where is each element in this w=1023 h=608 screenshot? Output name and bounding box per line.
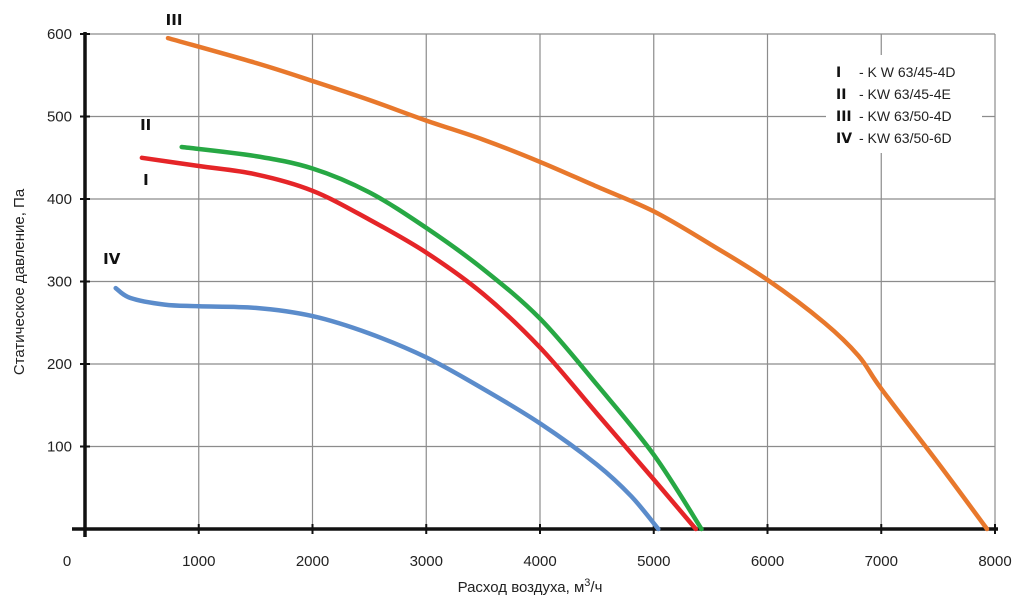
series-lines (113, 35, 990, 532)
series-tag-III: III (166, 11, 183, 29)
y-tick-label: 200 (47, 356, 72, 373)
y-tick-label: 400 (47, 191, 72, 208)
x-tick-label: 7000 (865, 553, 898, 570)
legend-label-III: - KW 63/50-4D (859, 108, 952, 124)
y-tick-label: 100 (47, 439, 72, 456)
legend-label-I: - K W 63/45-4D (859, 64, 955, 80)
x-tick-label: 5000 (637, 553, 670, 570)
y-tick-label: 500 (47, 109, 72, 126)
y-tick-label: 600 (47, 26, 72, 43)
legend-number-I: I (836, 65, 841, 81)
y-tick-label: 300 (47, 274, 72, 291)
x-axis-title-tail: /ч (590, 579, 602, 596)
series-tag-II: II (140, 116, 151, 134)
legend-number-IV: IV (836, 131, 852, 147)
x-tick-label: 6000 (751, 553, 784, 570)
x-axis-title-sup: 3 (584, 577, 590, 589)
legend-label-II: - KW 63/45-4E (859, 86, 951, 102)
axes (72, 32, 998, 537)
legend-number-III: III (836, 109, 852, 125)
series-line-IV (113, 285, 661, 532)
series-line-II (179, 144, 704, 532)
legend-number-II: II (836, 87, 846, 103)
legend: I - K W 63/45-4D II - KW 63/45-4E III - KW 63… (826, 55, 982, 153)
x-tick-label: 2000 (296, 553, 329, 570)
x-axis-title: Расход воздуха, м3/ч (458, 577, 603, 596)
tick-labels: 1000 2000 3000 4000 5000 6000 7000 8000 0 100 200 3… (47, 26, 1012, 570)
x-tick-label: 1000 (182, 553, 215, 570)
series-tag-IV: IV (103, 250, 121, 268)
x-tick-label: 4000 (523, 553, 556, 570)
x-tick-label: 3000 (410, 553, 443, 570)
x-origin-label: 0 (63, 553, 71, 570)
series-tag-I: I (143, 171, 149, 189)
legend-label-IV: - KW 63/50-6D (859, 130, 952, 146)
series-line-I (139, 155, 699, 532)
series-line-III (165, 35, 990, 532)
y-axis-title: Статическое давление, Па (11, 188, 28, 375)
x-axis-title-main: Расход воздуха, м (458, 579, 585, 596)
legend-box (826, 55, 982, 153)
x-tick-label: 8000 (978, 553, 1011, 570)
